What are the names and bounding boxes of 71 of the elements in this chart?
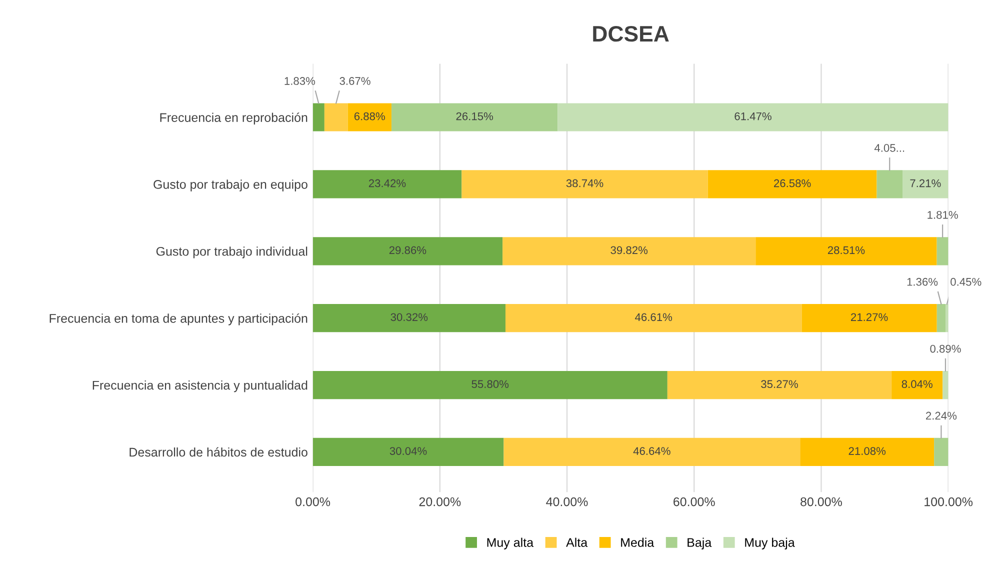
data-label: 0.45% [950,278,982,286]
bar [312,370,668,400]
y-tick-label: Frecuencia en asistencia y puntualidad [92,380,308,392]
bar [936,237,948,266]
bar [936,304,946,332]
data-label: 21.08% [848,447,886,455]
data-label: 26.58% [774,179,811,188]
legend-label: Alta [566,538,588,547]
data-label: 2.24% [926,412,957,420]
y-tick-label: Frecuencia en reprobación [160,112,308,124]
bar [462,170,708,198]
bar [876,170,902,198]
x-tick-label: 100.00% [924,497,973,506]
data-label: 39.82% [610,246,648,254]
bar [934,438,948,466]
bar [348,103,392,132]
y-tick-label: Gusto por trabajo individual [156,246,308,258]
legend-label: Muy alta [487,538,534,550]
data-label: 21.27% [851,313,888,322]
x-tick-label: 0.00% [296,497,330,506]
bar [708,170,877,198]
bar [312,170,462,198]
legend-label: Muy baja [745,538,795,550]
data-label: 4.05... [874,144,904,152]
bar [391,103,558,132]
bar [504,438,800,466]
data-label: 55.80% [472,380,509,388]
data-label: 38.74% [566,179,604,188]
data-label: 30.32% [390,313,428,322]
data-label: 46.64% [633,447,670,455]
data-label: 26.15% [456,112,494,120]
bar [505,304,802,332]
data-label: 23.42% [368,179,406,188]
y-tick-label: Gusto por trabajo en equipo [154,180,308,192]
chart-title: DCSEA [593,26,669,42]
data-label: 61.47% [734,112,772,120]
data-label: 28.51% [828,246,865,254]
bar [802,304,937,332]
data-label: 3.67% [340,77,370,85]
x-tick-label: 60.00% [674,497,715,506]
bar [756,237,937,266]
bar [902,170,948,198]
y-tick-label: Desarrollo de hábitos de estudio [130,447,308,457]
legend-label: Baja [688,538,712,550]
data-label: 29.86% [389,246,426,254]
x-tick-label: 20.00% [419,497,461,506]
data-label: 1.81% [928,210,958,219]
bar [312,438,504,466]
data-label: 30.04% [390,447,427,455]
data-label: 1.36% [907,278,938,286]
bar [324,103,348,132]
bar [312,237,503,266]
bar [800,438,934,466]
data-label: 1.83% [284,77,316,85]
data-label: 35.27% [761,380,798,388]
bar [312,304,506,332]
bar [667,370,892,400]
bar [502,237,756,266]
x-tick-label: 40.00% [546,497,588,506]
bar [558,103,948,132]
x-tick-label: 80.00% [800,497,842,506]
y-tick-label: Frecuencia en toma de apuntes y participación [50,313,308,326]
data-label: 7.21% [910,179,941,188]
bar [892,370,943,400]
legend-label: Media [621,538,654,547]
bar [312,103,324,132]
data-label: 6.88% [354,112,385,120]
data-label: 8.04% [902,380,932,388]
bar [942,370,948,400]
data-label: 46.61% [635,313,672,322]
data-label: 0.89% [930,344,961,353]
